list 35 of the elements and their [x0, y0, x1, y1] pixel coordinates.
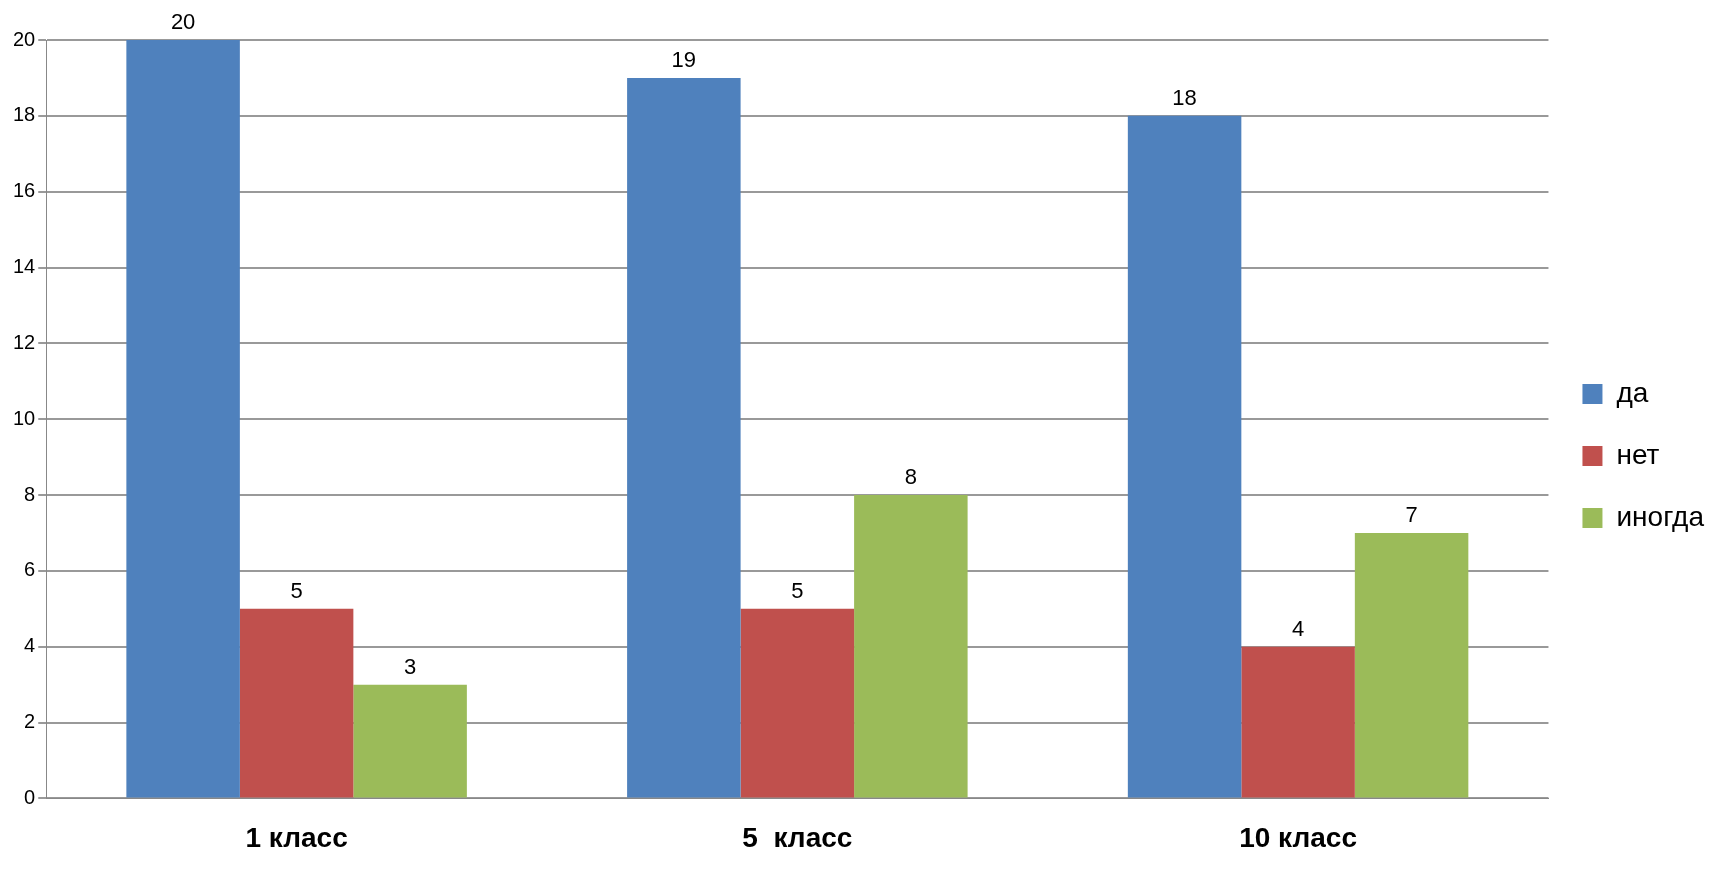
- y-tick-label: 20: [13, 27, 36, 50]
- y-tick-label: 18: [13, 103, 36, 126]
- data-label: 4: [1291, 615, 1305, 641]
- bar: [1127, 115, 1242, 798]
- y-tick-label: 0: [24, 785, 36, 808]
- bar: [740, 608, 855, 798]
- y-tick-label: 8: [24, 482, 36, 505]
- x-tick-label: 10 класс: [1239, 821, 1357, 853]
- y-tick-label: 16: [13, 179, 36, 202]
- legend-label: да: [1616, 376, 1649, 408]
- x-tick-label: 5 класс: [742, 821, 853, 853]
- bar: [353, 684, 467, 798]
- y-tick-label: 12: [13, 330, 36, 353]
- bar: [239, 608, 354, 798]
- bar: [1354, 532, 1469, 798]
- legend-label: нет: [1616, 438, 1660, 470]
- data-label: 18: [1172, 84, 1197, 110]
- y-tick-label: 14: [13, 255, 36, 278]
- bar: [627, 77, 741, 798]
- bar: [1241, 646, 1355, 798]
- y-tick-label: 10: [13, 406, 36, 429]
- data-label: 5: [791, 577, 804, 603]
- data-label: 3: [403, 653, 417, 679]
- x-tick-label: 1 класс: [245, 821, 348, 853]
- legend-label: иногда: [1616, 500, 1705, 532]
- data-label: 20: [170, 9, 196, 35]
- bar: [854, 495, 968, 798]
- data-label: 8: [904, 464, 917, 490]
- data-label: 7: [1405, 502, 1418, 528]
- y-tick-label: 6: [24, 558, 36, 581]
- bar: [126, 40, 240, 798]
- data-label: 19: [671, 46, 697, 72]
- data-label: 5: [290, 577, 303, 603]
- y-tick-label: 4: [24, 634, 36, 657]
- y-tick-label: 2: [24, 710, 36, 733]
